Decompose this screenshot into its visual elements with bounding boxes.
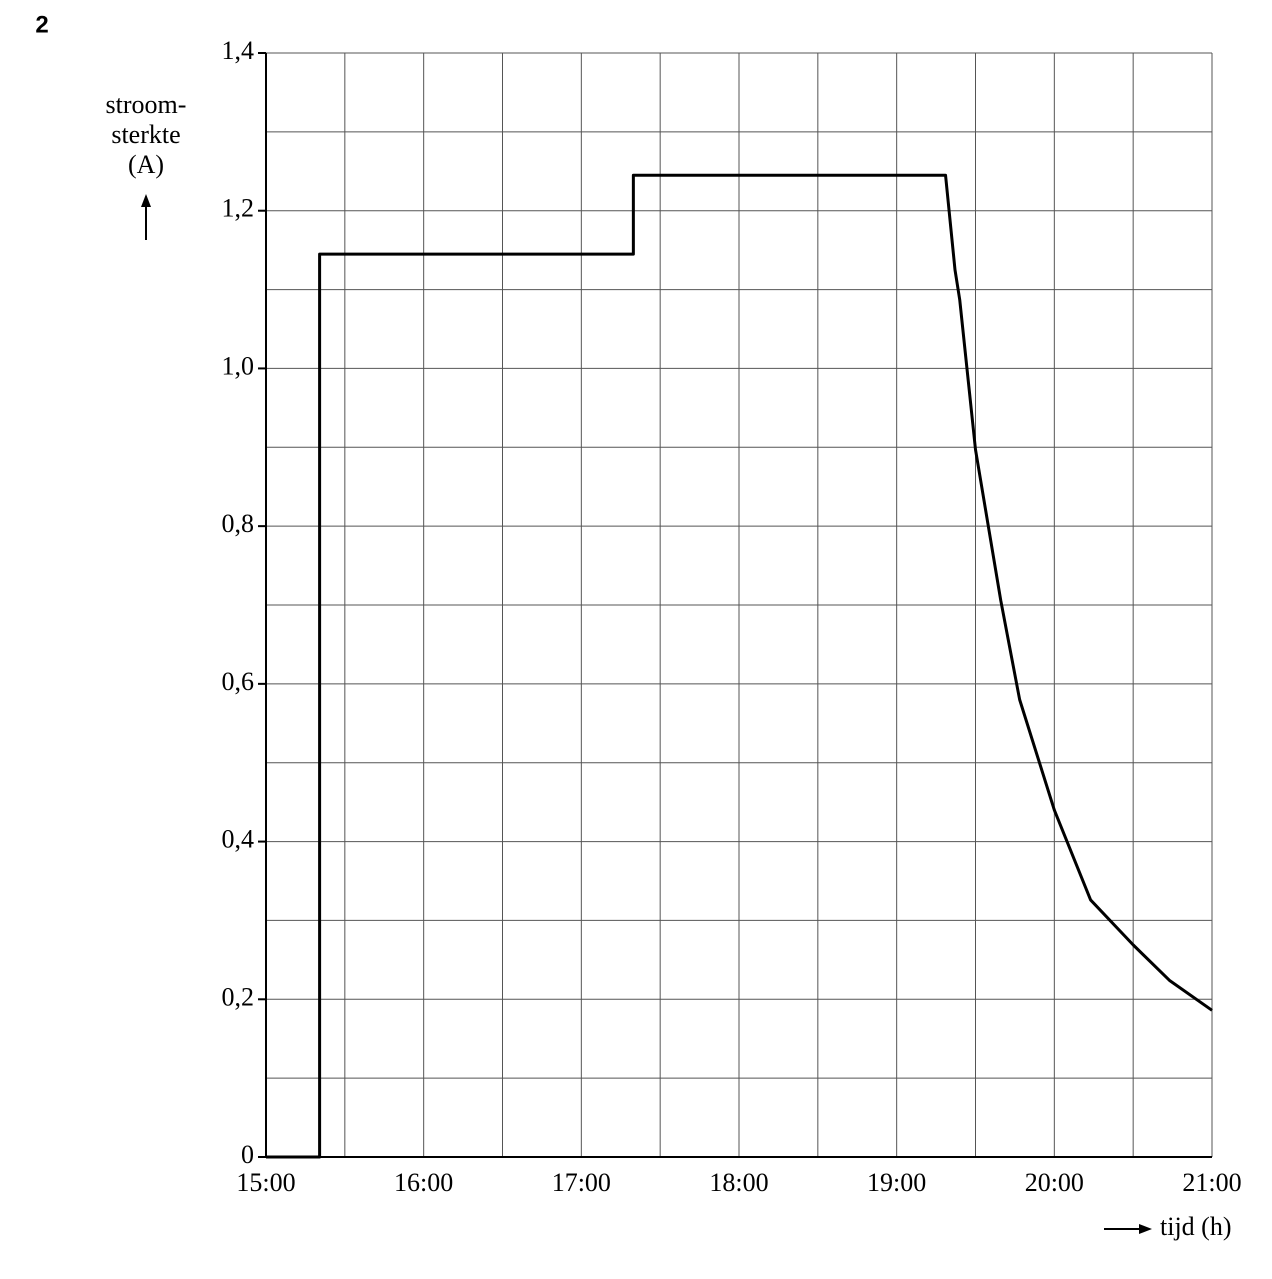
y-tick-label: 1,4 (222, 36, 255, 65)
data-line (266, 173, 1213, 1159)
y-axis-label: stroom- (106, 90, 187, 119)
y-axis-label: (A) (128, 150, 164, 179)
x-arrow-head (1139, 1224, 1152, 1234)
y-tick-label: 0 (241, 1140, 254, 1169)
y-tick-label: 0,6 (222, 667, 255, 696)
y-tick-label: 1,2 (222, 194, 255, 223)
y-tick-label: 0,4 (222, 825, 255, 854)
x-tick-label: 21:00 (1182, 1168, 1241, 1197)
x-tick-label: 15:00 (236, 1168, 295, 1197)
y-tick-label: 0,2 (222, 982, 255, 1011)
page-number: 2 (35, 11, 48, 38)
x-tick-label: 20:00 (1025, 1168, 1084, 1197)
x-tick-label: 16:00 (394, 1168, 453, 1197)
x-tick-label: 17:00 (552, 1168, 611, 1197)
y-axis-label: sterkte (111, 120, 180, 149)
y-tick-label: 0,8 (222, 509, 255, 538)
y-arrow-head (141, 194, 151, 207)
y-tick-label: 1,0 (222, 351, 255, 380)
x-axis-label: tijd (h) (1160, 1212, 1232, 1241)
x-tick-label: 19:00 (867, 1168, 926, 1197)
x-tick-label: 18:00 (709, 1168, 768, 1197)
